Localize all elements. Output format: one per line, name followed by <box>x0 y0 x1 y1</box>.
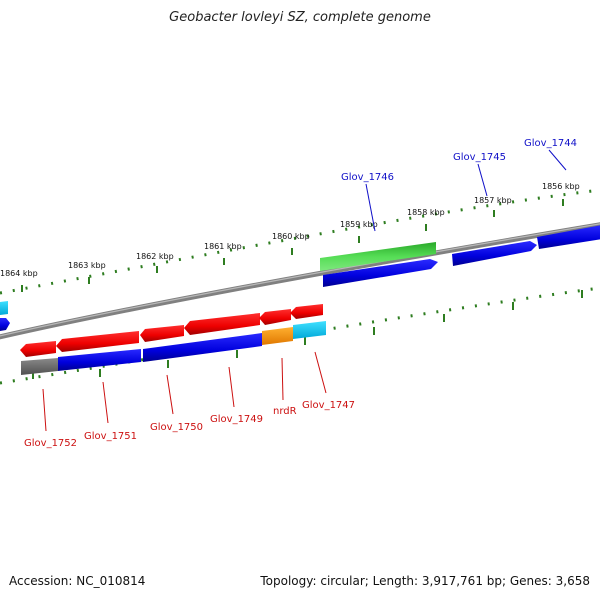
gene-glov-1747-bar[interactable] <box>290 304 323 319</box>
gene-label-glov-1745: Glov_1745 <box>453 152 506 163</box>
scale-label: 1856 kbp <box>542 182 580 191</box>
gene-label-glov-1750: Glov_1750 <box>150 422 203 433</box>
leader-line <box>102 381 109 424</box>
leader-line <box>314 351 327 394</box>
gene-nrdr-lower-bar[interactable] <box>262 327 293 345</box>
gene-left-blue-bar[interactable] <box>0 318 10 331</box>
accession-text: Accession: NC_010814 <box>9 574 146 588</box>
outer-major-ticks <box>21 199 564 292</box>
gene-glov-1744-bar[interactable] <box>537 225 600 249</box>
gene-label-glov-1751: Glov_1751 <box>84 431 137 442</box>
gene-label-glov-1749: Glov_1749 <box>210 414 263 425</box>
gene-glov-1751-bar[interactable] <box>56 331 139 352</box>
gene-forward-bar[interactable] <box>323 259 438 287</box>
forward-genes <box>0 225 600 331</box>
leader-line <box>365 183 376 232</box>
scale-label: 1863 kbp <box>68 261 106 270</box>
reverse-genes <box>20 304 326 375</box>
leader-line <box>42 388 47 432</box>
leader-line <box>228 366 235 408</box>
gene-label-glov-1746: Glov_1746 <box>341 172 394 183</box>
scale-label: 1860 kbp <box>272 232 310 241</box>
gene-left-cyan-bar[interactable] <box>0 301 8 315</box>
gene-label-glov-1744: Glov_1744 <box>524 138 577 149</box>
inner-major-ticks <box>32 290 583 379</box>
leader-line <box>477 163 488 197</box>
gene-nrdr-bar[interactable] <box>259 309 291 325</box>
gene-glov-1746-bar[interactable] <box>320 242 436 271</box>
genome-backbone-highlight <box>0 223 600 337</box>
gene-glov-1745-bar[interactable] <box>452 241 537 266</box>
gene-glov-1752-lower-bar[interactable] <box>21 358 58 375</box>
scale-label: 1864 kbp <box>0 269 38 278</box>
gene-glov-1752-bar[interactable] <box>20 341 56 357</box>
gene-label-glov-1752: Glov_1752 <box>24 438 77 449</box>
genome-summary-text: Topology: circular; Length: 3,917,761 bp… <box>260 574 590 588</box>
gene-label-glov-1747: Glov_1747 <box>302 400 355 411</box>
scale-label: 1861 kbp <box>204 242 242 251</box>
gene-glov-1750-bar[interactable] <box>140 325 184 342</box>
gene-glov-1751-lower-bar[interactable] <box>58 349 141 371</box>
genome-backbone <box>0 222 600 340</box>
scale-label: 1859 kbp <box>340 220 378 229</box>
leader-line <box>281 357 284 401</box>
scale-label: 1857 kbp <box>474 196 512 205</box>
genome-title: Geobacter lovleyi SZ, complete genome <box>169 10 431 25</box>
scale-label: 1862 kbp <box>136 252 174 261</box>
gene-glov-1749-bar[interactable] <box>184 313 260 335</box>
leader-line <box>548 149 567 171</box>
gene-label-nrdr: nrdR <box>273 406 297 417</box>
gene-glov-1750-lower-bar[interactable] <box>143 333 262 362</box>
scale-label: 1858 kbp <box>407 208 445 217</box>
gene-glov-1747-lower-bar[interactable] <box>293 321 326 339</box>
leader-line <box>166 374 174 415</box>
